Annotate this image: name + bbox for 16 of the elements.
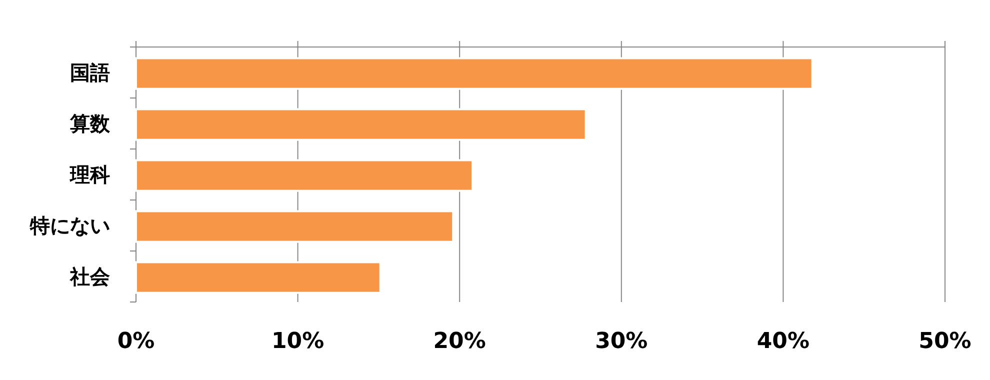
x-tick-label: 40% <box>756 329 810 354</box>
y-tick-label: 社会 <box>69 264 111 288</box>
y-tick-label: 理科 <box>69 162 110 186</box>
x-tick-label: 20% <box>433 329 486 354</box>
x-tick-label: 10% <box>271 329 324 354</box>
y-tick-label: 国語 <box>70 60 110 84</box>
x-tick-label: 0% <box>117 329 155 354</box>
bar <box>135 57 814 90</box>
bar <box>135 159 474 192</box>
x-tick-label: 30% <box>595 329 648 354</box>
bar <box>135 210 454 243</box>
y-tick-label: 算数 <box>69 112 111 136</box>
bar <box>135 261 382 294</box>
y-tick-label: 特にない <box>29 214 110 238</box>
bar <box>135 108 587 141</box>
x-tick-label: 50% <box>918 329 972 354</box>
